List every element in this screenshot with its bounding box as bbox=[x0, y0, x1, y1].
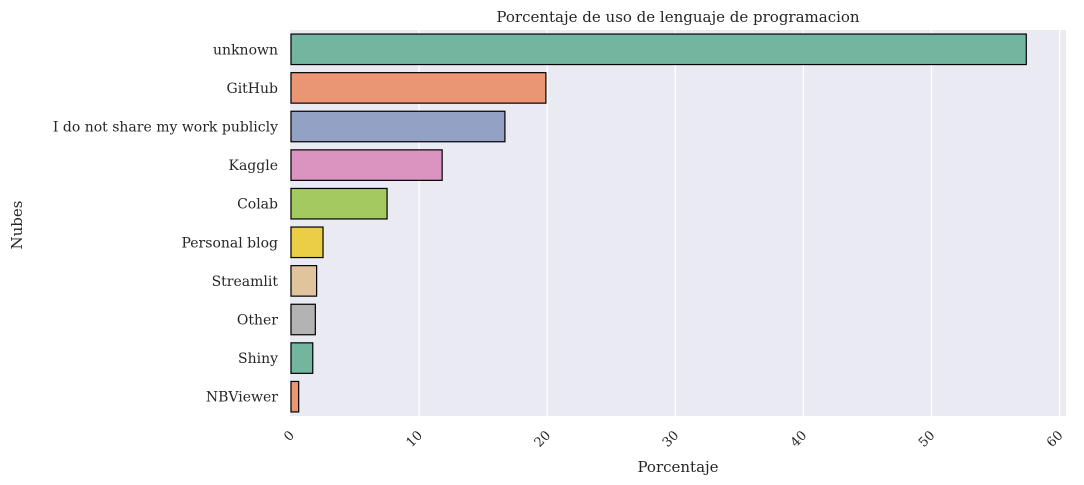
y-tick-label: Shiny bbox=[238, 351, 278, 367]
x-tick-label: 60 bbox=[1044, 428, 1066, 450]
y-tick-label: Personal blog bbox=[181, 235, 278, 251]
x-tick-label: 0 bbox=[281, 428, 297, 444]
bar-unknown bbox=[290, 33, 1027, 66]
y-tick-label: GitHub bbox=[227, 81, 279, 97]
y-tick-label: NBViewer bbox=[206, 390, 278, 406]
y-tick-label: I do not share my work publicly bbox=[53, 120, 278, 136]
bar-colab bbox=[290, 187, 388, 220]
y-tick-label: Streamlit bbox=[212, 274, 279, 290]
bar-github bbox=[290, 72, 547, 104]
y-tick-label: Other bbox=[237, 313, 278, 329]
bar-kaggle bbox=[290, 149, 443, 181]
bar-other bbox=[290, 303, 316, 336]
bar-i-do-not-share-my-work-publicly bbox=[290, 110, 506, 143]
bars bbox=[290, 33, 1027, 413]
bar-personal-blog bbox=[290, 226, 324, 259]
x-tick-labels: 0 10 20 30 40 50 60 bbox=[281, 428, 1066, 450]
y-tick-labels: unknown GitHub I do not share my work publ… bbox=[53, 42, 278, 405]
x-tick-label: 40 bbox=[788, 428, 810, 450]
x-tick-label: 10 bbox=[404, 428, 426, 450]
x-tick-label: 20 bbox=[532, 428, 554, 450]
bar-streamlit bbox=[290, 265, 318, 297]
bar-shiny bbox=[290, 342, 314, 374]
y-tick-label: Kaggle bbox=[229, 158, 279, 174]
y-tick-label: Colab bbox=[237, 197, 278, 213]
chart-title: Porcentaje de uso de lenguaje de program… bbox=[496, 8, 860, 26]
x-tick-label: 50 bbox=[916, 428, 938, 450]
x-tick-label: 30 bbox=[660, 428, 682, 450]
x-axis-label: Porcentaje bbox=[637, 458, 718, 476]
y-axis-label: Nubes bbox=[8, 201, 26, 250]
bar-nbviewer bbox=[290, 380, 300, 413]
y-tick-label: unknown bbox=[213, 42, 278, 58]
